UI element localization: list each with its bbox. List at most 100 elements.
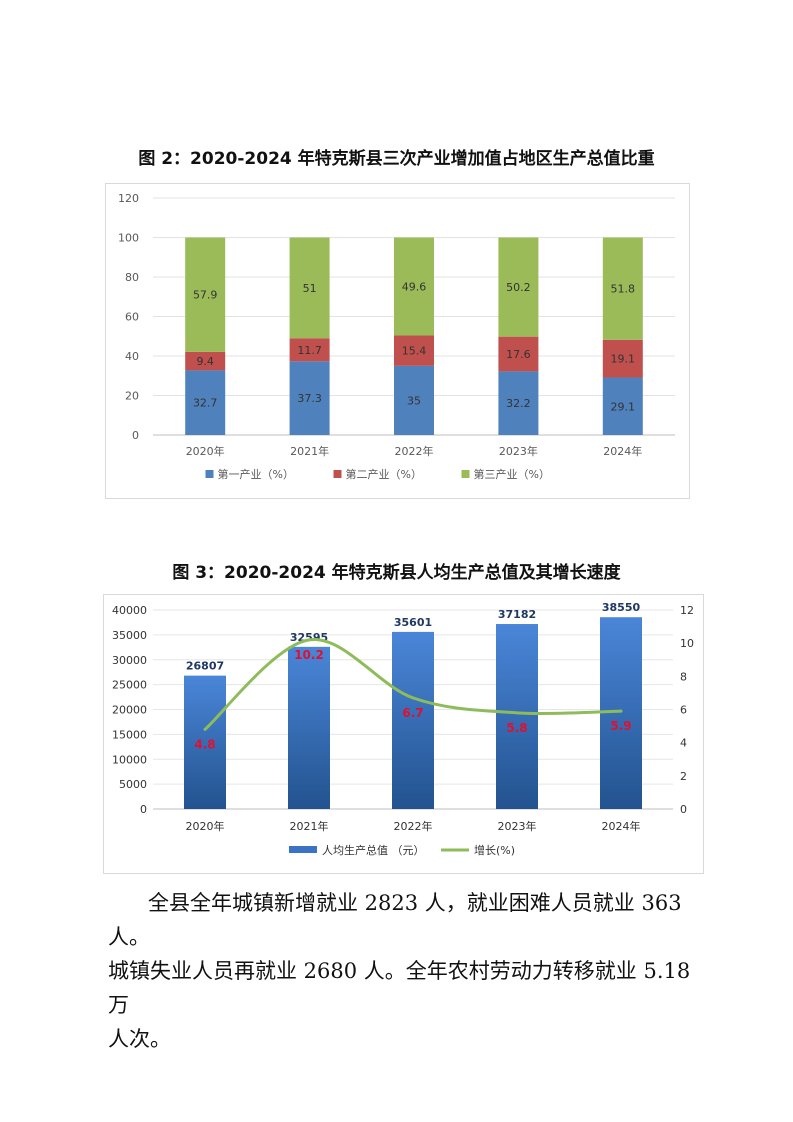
- paragraph-line-2: 城镇失业人员再就业 2680 人。全年农村劳动力转移就业 5.18 万: [108, 959, 691, 1017]
- figure-2-legend-swatch: [205, 470, 214, 478]
- figure-3-x-tick-label: 2024年: [602, 819, 641, 833]
- figure-3-x-tick-label: 2023年: [498, 819, 537, 833]
- figure-3-line-label: 5.9: [610, 719, 631, 733]
- figure-2-data-label: 50.2: [506, 281, 531, 294]
- figure-2-bar-segment: [602, 237, 643, 340]
- figure-2-bar-segment: [394, 335, 434, 366]
- figure-3-right-tick-label: 10: [680, 637, 694, 650]
- figure-2-title: 图 2：2020-2024 年特克斯县三次产业增加值占地区生产总值比重: [138, 149, 655, 169]
- figure-3-line-point: [203, 727, 207, 731]
- figure-2-y-tick-label: 100: [118, 232, 139, 245]
- figure-2-legend-label: 第三产业（%）: [474, 467, 550, 481]
- figure-2-data-label: 15.4: [402, 345, 427, 358]
- figure-2-x-tick-label: 2023年: [499, 444, 538, 458]
- figure-3-left-tick-label: 25000: [112, 679, 147, 692]
- figure-3-line-label: 6.7: [402, 706, 423, 720]
- figure-2-legend-label: 第一产业（%）: [218, 467, 294, 481]
- figure-3-line-point: [515, 711, 519, 715]
- figure-2-data-label: 51.8: [611, 283, 636, 296]
- figure-2-svg: 0 20 40 60 80 100 120 32.7 9.4 57.9 2020年 37.3 11.7 5…: [105, 183, 690, 499]
- figure-2-data-label: 19.1: [611, 353, 636, 366]
- figure-3-line-point: [307, 638, 311, 642]
- figure-2-bar-segment: [602, 339, 643, 378]
- figure-2-bar-segment: [394, 365, 434, 435]
- figure-3-right-tick-label: 4: [680, 737, 687, 750]
- figure-3-line-point: [619, 709, 623, 713]
- figure-2-y-tick-label: 0: [132, 429, 139, 442]
- figure-2-bar-segment: [602, 377, 643, 435]
- figure-3-left-tick-label: 20000: [112, 704, 147, 717]
- figure-2-y-tick-label: 60: [125, 311, 139, 324]
- figure-2-bar-segment: [185, 370, 226, 435]
- figure-3-bar: [288, 646, 330, 809]
- figure-2-data-label: 51: [303, 282, 317, 295]
- figure-3-bar: [496, 624, 538, 809]
- figure-2-data-label: 29.1: [611, 400, 636, 413]
- figure-3-line-label: 4.8: [194, 737, 215, 751]
- figure-2-data-label: 11.7: [297, 344, 322, 357]
- figure-2-bar-segment: [498, 336, 539, 372]
- figure-3-bar: [392, 631, 434, 809]
- figure-3-left-tick-label: 0: [140, 803, 147, 816]
- figure-3-bar-line-chart: 0 5000 10000 15000 20000 25000 30000 35000 40000…: [103, 594, 704, 874]
- figure-3-legend-bar-swatch: [289, 846, 317, 853]
- figure-3-bar-label: 37182: [498, 608, 536, 621]
- figure-3-right-tick-label: 6: [680, 704, 687, 717]
- figure-3-x-tick-label: 2021年: [290, 819, 329, 833]
- figure-3-left-tick-label: 35000: [112, 629, 147, 642]
- figure-2-data-label: 9.4: [196, 355, 214, 368]
- figure-3-bar-label: 38550: [602, 601, 641, 614]
- figure-3-right-tick-label: 0: [680, 803, 687, 816]
- figure-3-bar-label: 26807: [186, 660, 224, 673]
- figure-2-legend-label: 第二产业（%）: [346, 467, 422, 481]
- figure-2-data-label: 35: [407, 394, 421, 407]
- figure-3-right-tick-label: 2: [680, 770, 687, 783]
- figure-3-line-point: [411, 696, 415, 700]
- figure-2-bar-segment: [289, 361, 330, 435]
- figure-3-left-tick-label: 30000: [112, 654, 147, 667]
- figure-3-growth-line: [204, 638, 622, 731]
- paragraph-line-3: 人次。: [108, 1027, 171, 1051]
- figure-2-data-label: 49.6: [402, 280, 427, 293]
- figure-3-svg: 0 5000 10000 15000 20000 25000 30000 35000 40000…: [103, 594, 704, 874]
- figure-3-legend-line-label: 增长(%): [474, 843, 515, 857]
- employment-paragraph: 全县全年城镇新增就业 2823 人，就业困难人员就业 363 人。 城镇失业人员…: [108, 886, 708, 1056]
- figure-2-legend-swatch: [461, 470, 470, 478]
- figure-2-y-tick-label: 40: [125, 350, 139, 363]
- figure-2-y-tick-label: 80: [125, 271, 139, 284]
- figure-2-bar-segment: [394, 237, 434, 336]
- figure-2-x-tick-label: 2024年: [603, 444, 642, 458]
- figure-3-x-tick-label: 2022年: [394, 819, 433, 833]
- figure-3-legend-bar-label: 人均生产总值 （元）: [322, 843, 425, 857]
- figure-2-bar-segment: [289, 237, 330, 339]
- figure-2-bar-segment: [498, 371, 539, 435]
- figure-2-y-tick-label: 20: [125, 390, 139, 403]
- figure-3-right-tick-label: 12: [680, 604, 694, 617]
- figure-2-data-label: 32.2: [506, 397, 531, 410]
- figure-3-left-tick-label: 10000: [112, 753, 147, 766]
- figure-2-stacked-bar-chart: 0 20 40 60 80 100 120 32.7 9.4 57.9 2020年 37.3 11.7 5…: [105, 183, 690, 499]
- figure-3-right-tick-label: 8: [680, 670, 687, 683]
- figure-2-data-label: 37.3: [297, 392, 322, 405]
- figure-2-legend-swatch: [333, 470, 342, 478]
- paragraph-line-1: 全县全年城镇新增就业 2823 人，就业困难人员就业 363 人。: [108, 891, 682, 949]
- figure-2-bar-segment: [185, 237, 226, 352]
- figure-2-y-tick-label: 120: [118, 192, 139, 205]
- figure-3-bar-label: 35601: [394, 616, 432, 629]
- figure-2-data-label: 17.6: [506, 348, 531, 361]
- figure-2-bar-segment: [185, 351, 226, 371]
- figure-3-left-tick-label: 40000: [112, 604, 147, 617]
- figure-3-x-tick-label: 2020年: [186, 819, 225, 833]
- figure-2-x-tick-label: 2022年: [395, 444, 434, 458]
- figure-3-title: 图 3：2020-2024 年特克斯县人均生产总值及其增长速度: [172, 563, 621, 583]
- figure-2-x-tick-label: 2020年: [186, 444, 225, 458]
- figure-3-line-label: 5.8: [506, 721, 527, 735]
- figure-2-bar-segment: [289, 338, 330, 362]
- figure-2-x-tick-label: 2021年: [290, 444, 329, 458]
- figure-2-bar-segment: [498, 237, 539, 337]
- figure-3-bar: [184, 675, 226, 809]
- figure-2-data-label: 32.7: [193, 397, 218, 410]
- figure-3-line-label: 10.2: [294, 648, 324, 662]
- figure-3-left-tick-label: 15000: [112, 728, 147, 741]
- figure-2-data-label: 57.9: [193, 289, 218, 302]
